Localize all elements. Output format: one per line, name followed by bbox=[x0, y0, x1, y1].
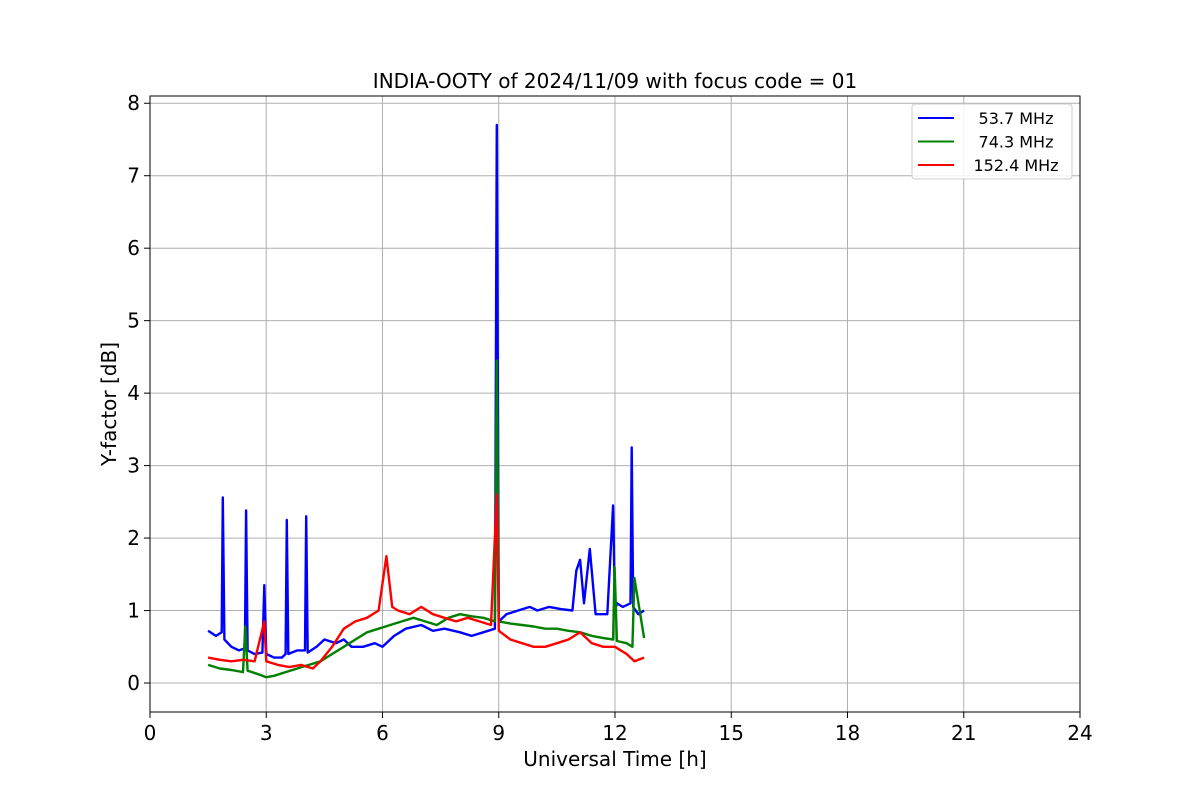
series-layer bbox=[207, 123, 646, 679]
y-tick-label: 8 bbox=[127, 91, 140, 115]
y-tick-label: 1 bbox=[127, 599, 140, 623]
y-axis-ticks: 0 1 2 3 4 5 6 7 8 bbox=[127, 91, 150, 695]
y-tick-label: 2 bbox=[127, 526, 140, 550]
y-axis-label: Y-factor [dB] bbox=[97, 342, 121, 467]
chart-title: INDIA-OOTY of 2024/11/09 with focus code… bbox=[373, 69, 857, 93]
legend-label-1: 74.3 MHz bbox=[979, 133, 1054, 152]
series-line-0 bbox=[207, 123, 645, 659]
y-tick-label: 4 bbox=[127, 381, 140, 405]
legend-label-0: 53.7 MHz bbox=[979, 109, 1054, 128]
x-tick-label: 0 bbox=[144, 721, 157, 745]
series-line-1 bbox=[207, 359, 646, 679]
x-tick-label: 24 bbox=[1067, 721, 1092, 745]
x-tick-label: 6 bbox=[376, 721, 389, 745]
y-tick-label: 5 bbox=[127, 309, 140, 333]
x-tick-label: 9 bbox=[492, 721, 505, 745]
y-tick-label: 3 bbox=[127, 454, 140, 478]
y-tick-label: 7 bbox=[127, 164, 140, 188]
x-tick-label: 18 bbox=[835, 721, 860, 745]
legend-box bbox=[911, 103, 1073, 180]
x-tick-label: 21 bbox=[951, 721, 976, 745]
x-axis-label: Universal Time [h] bbox=[523, 747, 706, 771]
series-line-2 bbox=[207, 493, 645, 670]
x-axis-ticks: 0 3 6 9 12 15 18 21 24 bbox=[144, 712, 1093, 745]
x-tick-label: 12 bbox=[602, 721, 627, 745]
legend: 53.7 MHz 74.3 MHz 152.4 MHz bbox=[911, 103, 1073, 180]
y-tick-label: 0 bbox=[127, 671, 140, 695]
x-tick-label: 15 bbox=[719, 721, 744, 745]
x-tick-label: 3 bbox=[260, 721, 273, 745]
legend-label-2: 152.4 MHz bbox=[973, 156, 1058, 175]
y-tick-label: 6 bbox=[127, 236, 140, 260]
